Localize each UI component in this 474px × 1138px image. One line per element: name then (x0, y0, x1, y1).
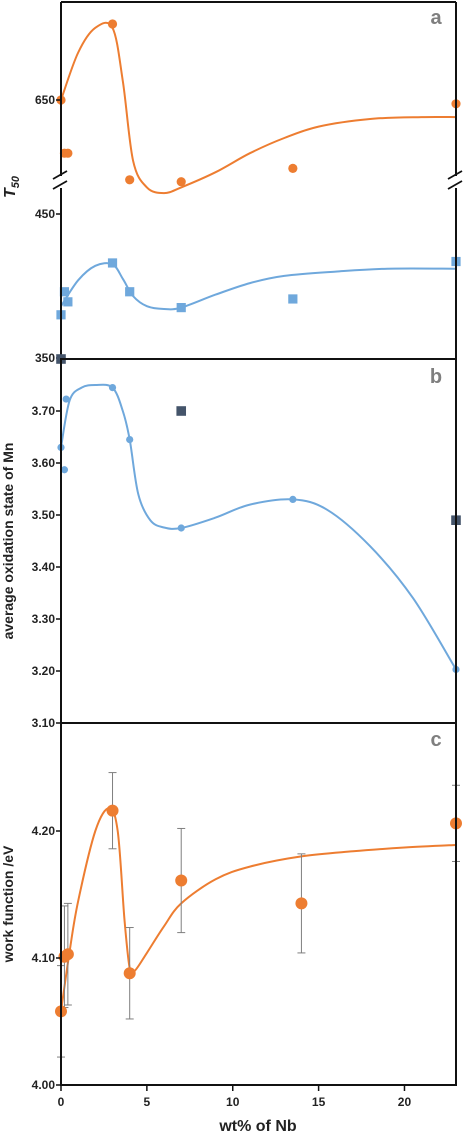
panel-b-circle-point (126, 436, 134, 444)
panel-a-ytick-label: 350 (35, 351, 55, 365)
panel-b-ytick-label: 3.70 (32, 404, 56, 418)
panel-a-upper-point (63, 148, 73, 158)
panel-a-upper-point (288, 163, 298, 173)
panel-a-ytick-label: 450 (35, 207, 55, 221)
panel-c-ytick-label: 4.00 (32, 1078, 56, 1092)
panel-a-ticks: 650 450 350 (35, 93, 61, 365)
panel-a-upper-point (176, 177, 186, 187)
panel-c-point (106, 804, 119, 817)
axis-break-mark (52, 170, 68, 180)
panel-a-upper-point (107, 19, 118, 29)
panel-a-lower-curve (60, 262, 457, 311)
panel-a-curves (60, 21, 457, 311)
panel-c: 4.00 4.10 4.20 0 5 10 15 20 c work function /eV… (0, 722, 462, 1135)
panel-b-square-point (176, 406, 187, 416)
axis-break-mark (52, 180, 68, 190)
axis-break-mark (447, 180, 463, 190)
panel-b-curve (60, 383, 457, 670)
panel-b-circle-point (289, 495, 297, 503)
panel-a-letter: a (430, 7, 442, 29)
panel-b-ytick-label: 3.20 (32, 664, 56, 678)
panel-c-xtick-label: 20 (398, 1095, 412, 1109)
panel-c-ticks: 4.00 4.10 4.20 0 5 10 15 20 (32, 824, 412, 1109)
panel-b-ytick-label: 3.40 (32, 560, 56, 574)
panel-c-points (55, 804, 462, 1018)
panel-b-ytick-label: 3.30 (32, 612, 56, 626)
panel-c-ytick-label: 4.10 (32, 951, 56, 965)
panel-c-ylabel: work function /eV (0, 845, 16, 963)
panel-b-ticks: 3.10 3.20 3.30 3.40 3.50 3.60 3.70 (32, 404, 61, 730)
panel-b-circle-point (108, 384, 117, 392)
panel-c-xtick-label: 5 (144, 1095, 151, 1109)
panel-c-xlabel: wt% of Nb (218, 1118, 297, 1135)
panel-b-ytick-label: 3.60 (32, 456, 56, 470)
panel-c-xtick-label: 15 (312, 1095, 326, 1109)
panel-b-letter: b (430, 366, 442, 388)
panel-c-curves (60, 807, 457, 1012)
panel-a-frame (52, 1, 463, 360)
panel-a-lower-point (107, 258, 118, 268)
panel-c-xtick-label: 0 (58, 1095, 65, 1109)
panel-a-upper-point (125, 175, 135, 185)
panel-b-ytick-label: 3.50 (32, 508, 56, 522)
panel-a-lower-point (176, 303, 186, 313)
panel-b-ytick-label: 3.10 (32, 716, 56, 730)
panel-b-circle-point (60, 466, 69, 474)
panel-c-letter: c (430, 729, 441, 751)
panel-a-lower-point (288, 294, 298, 304)
panel-a-lower-point (59, 287, 70, 297)
panel-a-lower-point (125, 287, 135, 297)
panel-c-point (61, 948, 74, 961)
panel-c-ytick-label: 4.20 (32, 824, 56, 838)
panel-a: 650 450 350 a T50 (2, 1, 463, 365)
panel-c-point (295, 897, 308, 910)
panel-b-circle-point (177, 524, 185, 532)
panel-a-ytick-label: 650 (35, 93, 55, 107)
panel-b-curves (60, 383, 457, 670)
panel-b-ylabel: average oxidation state of Mn (0, 443, 16, 640)
panel-c-xtick-label: 10 (226, 1095, 240, 1109)
axis-break-mark (447, 170, 463, 180)
panel-a-lower-point (63, 297, 73, 307)
panel-c-curve (60, 807, 457, 1012)
panel-c-point (123, 967, 136, 980)
panel-c-frame (60, 722, 457, 1086)
panel-c-point (175, 874, 188, 887)
panel-a-ylabel: T50 (2, 175, 22, 198)
panel-a-upper-curve (60, 21, 457, 195)
panel-b-circle-point (62, 395, 70, 403)
